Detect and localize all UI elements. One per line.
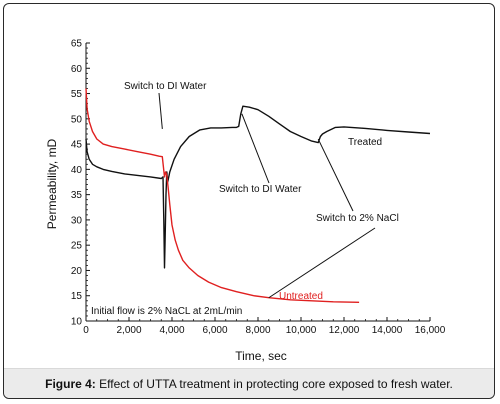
y-tick-label: 60 xyxy=(71,64,83,75)
y-tick-label: 30 xyxy=(71,215,83,226)
x-tick-label: 12,000 xyxy=(329,325,360,336)
leader-switch-di-1 xyxy=(158,92,163,129)
y-tick-label: 20 xyxy=(71,266,83,277)
x-tick-label: 8,000 xyxy=(245,325,270,336)
annotation-switch-di-1: Switch to DI Water xyxy=(124,81,207,92)
y-tick-label: 40 xyxy=(71,165,83,176)
annotation-initial-flow: Initial flow is 2% NaCL at 2mL/min xyxy=(91,306,242,317)
annotation-switch-nacl-1: Switch to 2% NaCl xyxy=(316,213,399,224)
leader-switch-nacl-2 xyxy=(268,227,376,299)
x-tick-label: 6,000 xyxy=(202,325,227,336)
y-tick-label: 10 xyxy=(71,317,83,328)
y-tick-label: 65 xyxy=(71,39,83,50)
annotations: Switch to DI Water Switch to DI Water Sw… xyxy=(91,81,399,317)
y-tick-label: 25 xyxy=(71,241,83,252)
x-tick-label: 0 xyxy=(83,325,89,336)
y-axis-title: Permeability, mD xyxy=(45,138,59,229)
y-tick-label: 55 xyxy=(71,89,83,100)
series-layer xyxy=(85,88,431,303)
figure-frame xyxy=(3,3,495,399)
x-tick-label: 14,000 xyxy=(372,325,403,336)
series-line-treated xyxy=(85,105,431,269)
y-tick-label: 50 xyxy=(71,114,83,125)
axes: 10 15 20 25 30 35 40 45 50 55 60 65 0 2,000 4,000 6,000… xyxy=(71,39,446,337)
x-axis-title: Time, sec xyxy=(235,349,287,363)
caption-label: Figure 4: xyxy=(45,376,96,391)
permeability-chart: 10 15 20 25 30 35 40 45 50 55 60 65 0 2,000 4,000 6,000… xyxy=(45,39,446,364)
x-tick-label: 4,000 xyxy=(159,325,184,336)
y-tick-label: 15 xyxy=(71,291,83,302)
x-tick-label: 2,000 xyxy=(116,325,141,336)
x-tick-label: 16,000 xyxy=(415,325,446,336)
y-tick-label: 35 xyxy=(71,190,83,201)
leader-switch-di-2 xyxy=(241,113,270,184)
leader-switch-nacl-1 xyxy=(317,138,354,212)
figure-caption: Figure 4: Effect of UTTA treatment in pr… xyxy=(4,368,494,398)
annotation-untreated-label: Untreated xyxy=(279,291,323,302)
annotation-treated-label: Treated xyxy=(348,137,382,148)
caption-text: Effect of UTTA treatment in protecting c… xyxy=(99,376,453,391)
y-tick-label: 45 xyxy=(71,140,83,151)
x-tick-label: 10,000 xyxy=(286,325,317,336)
series-line-untreated xyxy=(85,88,360,303)
annotation-switch-di-2: Switch to DI Water xyxy=(219,184,302,195)
